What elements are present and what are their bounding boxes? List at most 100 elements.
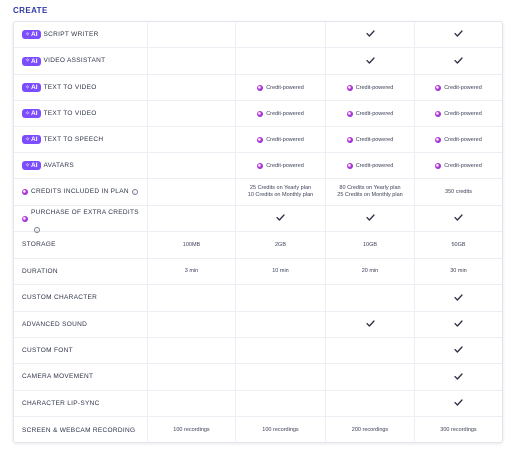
feature-label: SCREEN & WEBCAM RECORDING xyxy=(22,426,136,434)
ai-badge-label: AI xyxy=(31,110,38,117)
plan-cell: Credit-powered xyxy=(235,101,325,126)
plan-value: 3 min xyxy=(184,268,199,274)
plan-cell: Credit-powered xyxy=(235,75,325,100)
feature-label: CREDITS INCLUDED IN PLAN xyxy=(31,188,129,195)
feature-cell: DURATION xyxy=(14,259,147,284)
feature-label: CHARACTER LIP-SYNC xyxy=(22,399,100,407)
check-icon xyxy=(454,30,463,39)
feature-cell: CREDITS INCLUDED IN PLAN i xyxy=(14,179,147,205)
feature-label: ADVANCED SOUND xyxy=(22,320,88,328)
feature-cell: PURCHASE OF EXTRA CREDITS i xyxy=(14,206,147,233)
ai-badge: ✧ AI xyxy=(22,83,41,92)
ai-badge-label: AI xyxy=(31,136,38,143)
plan-cell xyxy=(147,391,235,416)
plan-cell xyxy=(235,391,325,416)
check-icon xyxy=(365,320,375,329)
plan-cell: 100 recordings xyxy=(235,417,325,444)
feature-label: VIDEO ASSISTANT xyxy=(43,57,106,64)
plan-cell xyxy=(147,101,235,126)
plan-cell: Credit-powered xyxy=(325,127,414,152)
plan-cell: 30 min xyxy=(414,259,502,284)
plan-cell xyxy=(325,364,414,390)
plan-cell: 80 Credits on Yearly plan 25 Credits on … xyxy=(325,179,414,205)
feature-cell: CUSTOM CHARACTER xyxy=(14,285,147,311)
sparkle-icon: ✧ xyxy=(25,110,31,117)
info-icon[interactable]: i xyxy=(131,189,138,195)
plan-cell xyxy=(147,312,235,337)
ai-badge: ✧ AI xyxy=(22,109,41,118)
credit-coin-icon xyxy=(257,84,264,91)
credit-powered-label: Credit-powered xyxy=(266,136,304,143)
credit-powered-label: Credit-powered xyxy=(444,162,482,169)
plan-cell xyxy=(235,338,325,363)
plan-value: 30 min xyxy=(450,268,467,274)
ai-badge: ✧ AI xyxy=(22,135,41,144)
plan-value: 10 min xyxy=(272,268,289,274)
plan-cell xyxy=(147,127,235,152)
feature-cell: ADVANCED SOUND xyxy=(14,312,147,337)
check-icon xyxy=(365,30,375,39)
plan-cell xyxy=(325,206,414,231)
feature-cell: ✧ AI AVATARS xyxy=(14,153,147,178)
plan-value: 350 credits xyxy=(445,188,472,195)
check-icon xyxy=(454,399,463,408)
sparkle-icon: ✧ xyxy=(25,136,31,143)
feature-cell: STORAGE xyxy=(14,232,147,258)
table-row: PURCHASE OF EXTRA CREDITS i xyxy=(14,206,502,233)
check-icon xyxy=(454,293,463,303)
plan-cell xyxy=(147,75,235,100)
feature-cell: ✧ AI TEXT TO VIDEO xyxy=(14,75,147,100)
table-row: ✧ AI TEXT TO VIDEO Credit-powered Credit-pow… xyxy=(14,75,502,101)
plan-cell xyxy=(325,22,414,47)
plan-cell xyxy=(414,364,502,390)
plan-cell: 3 min xyxy=(147,259,235,284)
credit-powered-label: Credit-powered xyxy=(355,84,394,91)
plan-cell xyxy=(325,391,414,416)
table-row: SCREEN & WEBCAM RECORDING 100 recordings 1… xyxy=(14,417,502,444)
sparkle-icon: ✧ xyxy=(25,162,31,169)
feature-cell: CAMERA MOVEMENT xyxy=(14,364,147,390)
check-icon xyxy=(365,56,375,66)
plan-value: 20 min xyxy=(361,268,379,274)
plan-value: 200 recordings xyxy=(351,427,389,433)
credit-coin-icon xyxy=(346,162,353,169)
credit-coin-icon xyxy=(346,136,353,143)
feature-label: TEXT TO VIDEO xyxy=(43,109,97,117)
feature-label: AVATARS xyxy=(43,161,75,169)
table-row: CREDITS INCLUDED IN PLAN i 25 Credits on Y… xyxy=(14,179,502,206)
plan-value: 300 recordings xyxy=(440,427,477,433)
credit-coin-icon xyxy=(435,162,442,169)
plan-cell: 10 min xyxy=(235,259,325,284)
credit-powered-label: Credit-powered xyxy=(266,162,304,169)
plan-cell xyxy=(235,312,325,337)
feature-label: CAMERA MOVEMENT xyxy=(22,373,94,380)
feature-cell: CUSTOM FONT xyxy=(14,338,147,363)
sparkle-icon: ✧ xyxy=(25,31,31,38)
feature-cell: SCREEN & WEBCAM RECORDING xyxy=(14,417,147,444)
table-row: ✧ AI VIDEO ASSISTANT xyxy=(14,48,502,75)
table-row: CAMERA MOVEMENT xyxy=(14,364,502,391)
plan-cell xyxy=(325,312,414,337)
plan-cell xyxy=(414,206,502,231)
credit-powered-label: Credit-powered xyxy=(444,110,482,117)
credit-coin-icon xyxy=(257,136,264,143)
plan-cell xyxy=(147,285,235,311)
feature-label: TEXT TO SPEECH xyxy=(43,135,104,143)
plan-cell: Credit-powered xyxy=(325,75,414,100)
check-icon xyxy=(454,372,463,382)
plan-cell: Credit-powered xyxy=(325,101,414,126)
credit-powered-label: Credit-powered xyxy=(266,84,304,91)
sparkle-icon: ✧ xyxy=(25,84,31,91)
plan-cell: Credit-powered xyxy=(235,153,325,178)
plan-value: 25 Credits on Yearly plan 10 Credits on … xyxy=(247,185,314,198)
plan-cell xyxy=(147,153,235,178)
table-row: CHARACTER LIP-SYNC xyxy=(14,391,502,417)
info-icon[interactable]: i xyxy=(34,227,40,233)
plan-cell: 10GB xyxy=(325,232,414,258)
plan-cell: Credit-powered xyxy=(235,127,325,152)
check-icon xyxy=(454,346,463,355)
sparkle-icon: ✧ xyxy=(25,58,31,64)
feature-label: CUSTOM CHARACTER xyxy=(22,294,98,301)
plan-value: 2GB xyxy=(274,241,286,248)
plan-cell xyxy=(414,285,502,311)
